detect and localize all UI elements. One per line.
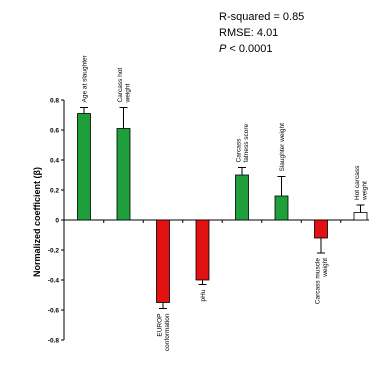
y-tick-label: -0.4 xyxy=(48,277,60,284)
category-label: Carcassfatness score xyxy=(236,123,251,162)
category-label-line: weight xyxy=(362,181,369,201)
category-label-line: pHu xyxy=(200,289,207,301)
y-tick-label: -0.2 xyxy=(48,247,60,254)
category-label-line: weight xyxy=(125,84,132,104)
category-label: Slaughter weight xyxy=(279,123,286,172)
category-label-line: Carcass muscle xyxy=(315,258,322,305)
bar xyxy=(274,195,289,221)
bar xyxy=(353,212,368,221)
chart-bars xyxy=(77,113,368,303)
stats-p-value: P < 0.0001 xyxy=(219,43,273,55)
category-label-line: fatness score xyxy=(243,123,250,162)
category-label-line: conformation xyxy=(164,313,171,351)
stats-p-symbol: P xyxy=(219,43,227,55)
stats-box: R-squared = 0.85 RMSE: 4.01 P < 0.0001 xyxy=(219,11,304,55)
category-label: Age at slaughter xyxy=(81,54,88,102)
y-tick-label: 0.2 xyxy=(50,187,59,194)
stats-rmse: RMSE: 4.01 xyxy=(219,27,278,39)
bar xyxy=(195,219,210,281)
category-label-line: Carcass hot xyxy=(117,68,124,103)
y-tick-label: 0.4 xyxy=(50,157,59,164)
bar xyxy=(314,219,328,239)
category-label: pHu xyxy=(200,289,207,301)
category-label: Carcass muscleweight xyxy=(315,258,330,305)
bar xyxy=(116,128,131,221)
stats-p-rest: < 0.0001 xyxy=(226,43,272,55)
category-label-line: Age at slaughter xyxy=(81,54,88,102)
category-label-line: Slaughter weight xyxy=(279,123,286,172)
category-label: EUROPconformation xyxy=(157,313,172,351)
category-label-line: weight xyxy=(322,258,329,278)
bar xyxy=(156,219,170,303)
y-tick-label: -0.6 xyxy=(48,307,60,314)
category-label-line: Carcass xyxy=(236,138,243,163)
category-label-line: EUROP xyxy=(157,314,164,337)
category-label: Hot carcassweight xyxy=(354,165,369,201)
bar xyxy=(235,174,249,221)
chart-category-labels: Age at slaughter Carcass hotweightEUROPco… xyxy=(81,54,368,351)
bar xyxy=(77,113,91,221)
category-label-line: Hot carcass xyxy=(354,165,361,200)
y-axis-label: Normalized coefficient (β) xyxy=(32,167,42,277)
y-tick-label: 0 xyxy=(55,217,59,224)
y-tick-label: 0.6 xyxy=(50,127,59,134)
stats-r-squared: R-squared = 0.85 xyxy=(219,11,304,23)
category-label: Carcass hotweight xyxy=(117,68,132,104)
y-tick-label: -0.8 xyxy=(48,337,60,344)
y-tick-label: 0.8 xyxy=(50,97,59,104)
chart-error-bars xyxy=(80,107,365,309)
